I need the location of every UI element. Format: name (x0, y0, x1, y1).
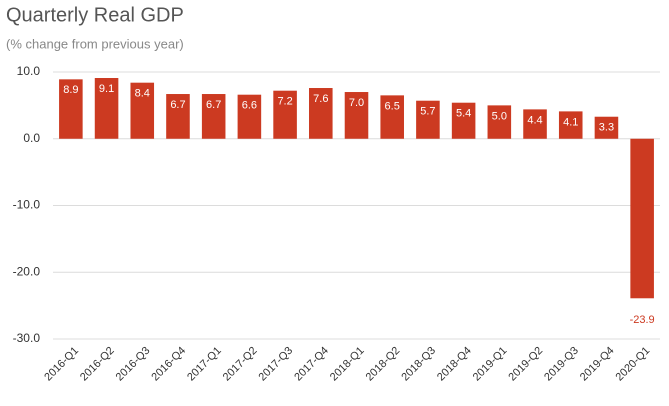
value-label: 6.5 (385, 100, 400, 112)
bar (166, 94, 190, 139)
value-label: 4.4 (527, 114, 542, 126)
y-tick-label: -10.0 (13, 198, 41, 212)
x-tick-label: 2019-Q1 (471, 345, 510, 384)
x-tick-label: 2016-Q3 (114, 345, 153, 384)
bar (59, 79, 83, 139)
x-tick-label: 2019-Q3 (542, 345, 581, 384)
x-tick-label: 2016-Q1 (42, 345, 81, 384)
bar (416, 100, 440, 139)
value-label: 9.1 (99, 83, 114, 95)
bar (344, 92, 369, 139)
y-tick-label: 0.0 (23, 131, 40, 145)
value-label: 8.4 (135, 88, 150, 100)
bar (309, 88, 333, 139)
bar (380, 95, 404, 139)
bar (94, 78, 119, 139)
x-tick-label: 2017-Q4 (292, 345, 331, 384)
x-tick-label: 2018-Q2 (364, 345, 403, 384)
value-label: 5.7 (420, 106, 435, 118)
value-label: 6.7 (170, 99, 185, 111)
bar (273, 90, 297, 139)
y-tick-label: -30.0 (13, 331, 41, 345)
bar (451, 102, 476, 139)
x-tick-label: 2019-Q4 (578, 345, 617, 384)
chart-subtitle: (% change from previous year) (6, 36, 184, 51)
y-tick-label: 10.0 (17, 64, 41, 78)
chart-title: Quarterly Real GDP (6, 4, 184, 26)
x-tick-label: 2016-Q4 (149, 345, 188, 384)
bar (487, 105, 512, 139)
x-tick-label: 2017-Q2 (221, 345, 260, 384)
value-label: 7.2 (277, 96, 292, 108)
value-label: 8.9 (63, 84, 78, 96)
bar (201, 94, 226, 139)
bar (130, 82, 155, 139)
value-label: 7.6 (313, 93, 328, 105)
value-label: 5.4 (456, 108, 471, 120)
x-tick-label: 2018-Q4 (435, 345, 474, 384)
x-tick-label: 2018-Q1 (328, 345, 367, 384)
x-tick-label: 2020-Q1 (614, 345, 653, 384)
value-label: 3.3 (599, 122, 614, 134)
value-label: 4.1 (563, 116, 578, 128)
value-label: 6.6 (242, 100, 257, 112)
x-tick-label: 2018-Q3 (399, 345, 438, 384)
value-label: 7.0 (349, 97, 364, 109)
bar (558, 111, 583, 139)
x-tick-label: 2019-Q2 (506, 345, 545, 384)
bar (594, 116, 619, 139)
bar (237, 94, 262, 139)
x-tick-label: 2017-Q1 (185, 345, 224, 384)
bar (523, 109, 547, 139)
value-label: 6.7 (206, 99, 221, 111)
x-tick-label: 2017-Q3 (257, 345, 296, 384)
x-tick-label: 2016-Q2 (78, 345, 117, 384)
value-label: -23.9 (630, 314, 655, 326)
y-tick-label: -20.0 (13, 264, 41, 278)
value-label: 5.0 (492, 110, 507, 122)
bar (630, 138, 654, 299)
